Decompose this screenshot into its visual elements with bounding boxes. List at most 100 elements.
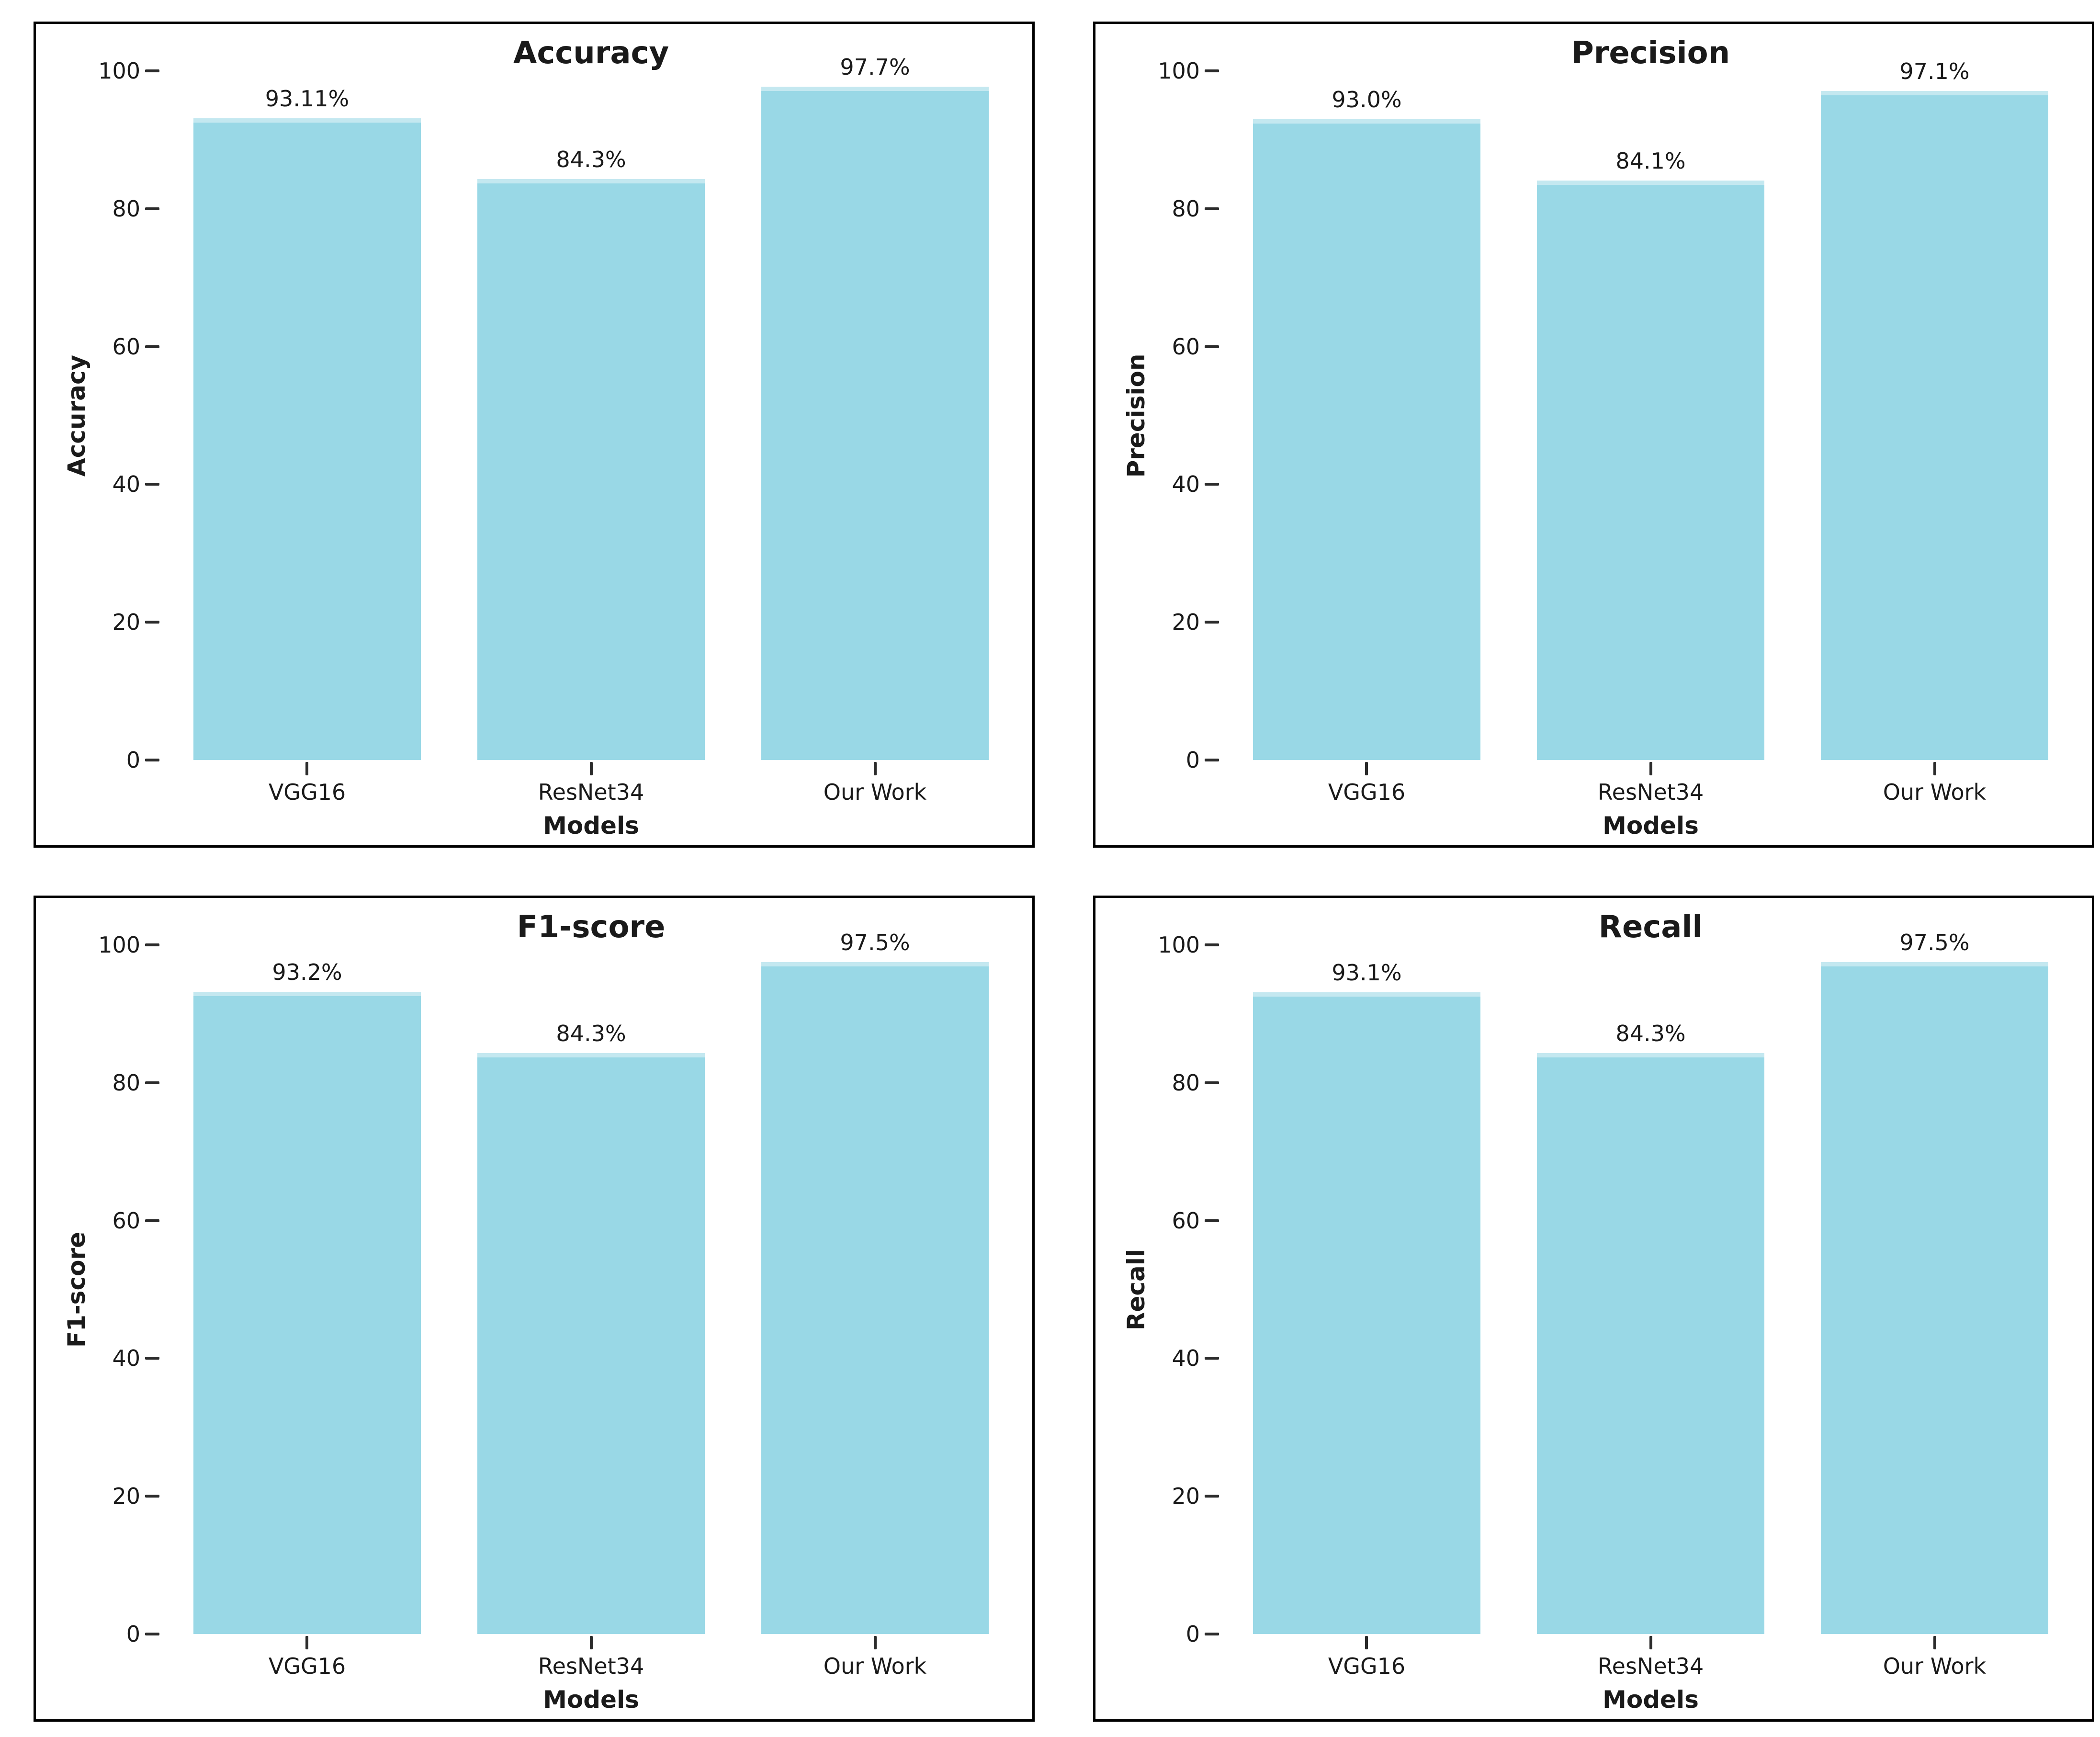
- y-axis-label: Recall: [1122, 1249, 1150, 1330]
- bar: [1253, 992, 1481, 1634]
- x-category-label: Our Work: [1883, 779, 1987, 805]
- bar: [1821, 962, 2049, 1634]
- y-tick-label: 40: [112, 1345, 140, 1372]
- y-tick-mark: [1205, 943, 1219, 946]
- y-tick-mark: [145, 1495, 159, 1498]
- bar-value-label: 93.0%: [1332, 86, 1402, 113]
- y-tick-label: 60: [112, 1207, 140, 1234]
- chart-panel-recall: Recall Recall 0 20 40 60 80 100 93.1% VGG16 84.3% R…: [1093, 896, 2094, 1722]
- y-tick-mark: [145, 207, 159, 210]
- y-tick-mark: [145, 621, 159, 624]
- y-tick-label: 80: [1172, 195, 1200, 222]
- bar-value-label: 97.1%: [1899, 58, 1970, 84]
- bar: [193, 991, 421, 1634]
- y-tick-label: 80: [112, 1069, 140, 1096]
- y-tick-mark: [145, 69, 159, 72]
- y-axis-label: F1-score: [63, 1231, 90, 1348]
- y-tick-label: 100: [98, 58, 140, 84]
- y-tick-label: 100: [98, 932, 140, 958]
- chart-title: Accuracy: [513, 35, 669, 71]
- x-category-label: VGG16: [268, 779, 346, 805]
- x-tick-mark: [1649, 1636, 1652, 1649]
- x-tick-mark: [589, 1636, 593, 1649]
- bar: [477, 179, 705, 760]
- y-tick-mark: [145, 943, 159, 946]
- chart-panel-f1-score: F1-score F1-score 0 20 40 60 80 100 93.2% VGG16 84…: [34, 896, 1035, 1722]
- bar: [193, 118, 421, 760]
- bar: [761, 962, 989, 1634]
- plot-area: Accuracy 0 20 40 60 80 100 93.11% VGG16 84.3% ResN…: [63, 56, 1017, 838]
- bar-value-label: 84.3%: [556, 1020, 626, 1046]
- x-category-label: ResNet34: [1597, 1653, 1704, 1679]
- x-category-label: Our Work: [823, 1653, 927, 1679]
- x-tick-mark: [1933, 1636, 1936, 1649]
- y-tick-label: 40: [1172, 1345, 1200, 1372]
- y-tick-mark: [145, 1633, 159, 1635]
- y-tick-label: 100: [1158, 58, 1200, 84]
- bar: [1537, 180, 1765, 760]
- y-tick-mark: [145, 1219, 159, 1222]
- x-category-label: VGG16: [1328, 1653, 1406, 1679]
- x-tick-mark: [305, 762, 309, 775]
- y-tick-mark: [1205, 69, 1219, 72]
- x-category-label: ResNet34: [1597, 779, 1704, 805]
- bar-value-label: 97.7%: [840, 54, 910, 80]
- plot-area: Recall 0 20 40 60 80 100 93.1% VGG16 84.3% ResNet3…: [1122, 931, 2077, 1712]
- y-tick-mark: [1205, 759, 1219, 761]
- y-tick-label: 100: [1158, 932, 1200, 958]
- x-tick-mark: [305, 1636, 309, 1649]
- y-tick-label: 60: [1172, 1207, 1200, 1234]
- x-tick-mark: [1365, 1636, 1368, 1649]
- y-tick-label: 20: [1172, 609, 1200, 636]
- x-tick-mark: [873, 1636, 877, 1649]
- x-tick-mark: [1365, 762, 1368, 775]
- bar: [1253, 119, 1481, 760]
- bar: [477, 1053, 705, 1634]
- bar-value-label: 93.1%: [1332, 960, 1402, 986]
- bar-value-label: 93.11%: [265, 86, 350, 112]
- y-tick-label: 80: [1172, 1069, 1200, 1096]
- x-category-label: VGG16: [268, 1653, 346, 1679]
- plot-area: Precision 0 20 40 60 80 100 93.0% VGG16 84.1% ResN…: [1122, 60, 2077, 838]
- y-axis-label: Precision: [1122, 353, 1150, 477]
- chart-title: Precision: [1571, 35, 1730, 71]
- y-tick-label: 60: [1172, 333, 1200, 360]
- x-axis-label: Models: [543, 812, 639, 840]
- plot-area: F1-score 0 20 40 60 80 100 93.2% VGG16 84.3% ResNe…: [63, 931, 1017, 1712]
- x-category-label: VGG16: [1328, 779, 1406, 805]
- y-tick-mark: [1205, 1081, 1219, 1084]
- y-tick-mark: [145, 759, 159, 761]
- x-tick-mark: [589, 762, 593, 775]
- x-category-label: Our Work: [823, 779, 927, 805]
- y-tick-label: 0: [126, 747, 140, 773]
- bar-value-label: 97.5%: [1899, 929, 1970, 955]
- y-tick-label: 0: [126, 1621, 140, 1647]
- bar: [1821, 91, 2049, 760]
- y-tick-mark: [145, 345, 159, 348]
- bar: [761, 87, 989, 760]
- y-tick-mark: [1205, 345, 1219, 348]
- y-tick-label: 20: [1172, 1483, 1200, 1510]
- y-tick-mark: [1205, 621, 1219, 624]
- x-tick-mark: [1649, 762, 1652, 775]
- bar-value-label: 93.2%: [272, 959, 342, 985]
- x-category-label: ResNet34: [538, 1653, 644, 1679]
- y-tick-mark: [1205, 483, 1219, 486]
- y-axis-label: Accuracy: [63, 354, 90, 477]
- y-tick-mark: [1205, 1357, 1219, 1360]
- y-tick-mark: [145, 483, 159, 486]
- y-tick-label: 20: [112, 1483, 140, 1510]
- y-tick-label: 40: [1172, 471, 1200, 498]
- y-tick-mark: [145, 1081, 159, 1084]
- chart-panel-precision: Precision Precision 0 20 40 60 80 100 93.0% VGG16…: [1093, 22, 2094, 848]
- y-tick-label: 40: [112, 471, 140, 498]
- y-tick-label: 80: [112, 195, 140, 222]
- chart-title: Recall: [1598, 909, 1703, 945]
- y-tick-label: 0: [1185, 747, 1200, 773]
- y-tick-label: 60: [112, 333, 140, 360]
- bar-value-label: 84.3%: [556, 146, 626, 172]
- y-tick-label: 0: [1185, 1621, 1200, 1647]
- y-tick-mark: [1205, 1219, 1219, 1222]
